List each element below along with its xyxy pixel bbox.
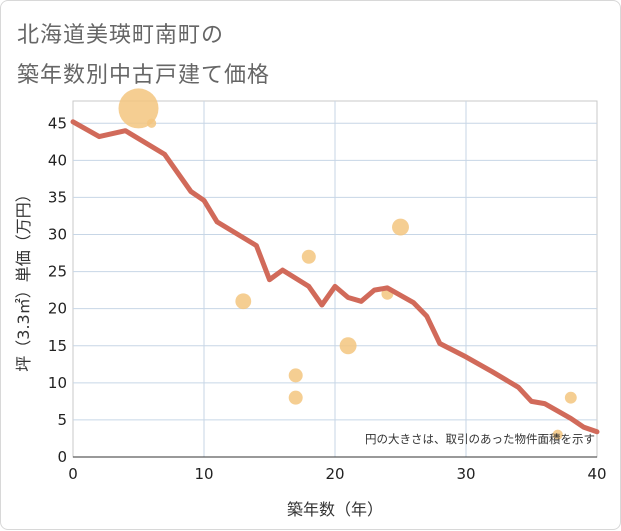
chart-title-line-1: 北海道美瑛町南町の xyxy=(17,23,225,48)
y-tick-label: 15 xyxy=(48,337,67,355)
bubble-point xyxy=(146,118,157,128)
bubble-point xyxy=(288,390,303,405)
x-tick-label: 10 xyxy=(194,465,213,483)
bubble-point xyxy=(235,293,252,310)
y-tick-label: 0 xyxy=(57,448,67,466)
y-tick-label: 35 xyxy=(48,188,67,206)
bubble-point xyxy=(118,88,159,129)
bubble-point xyxy=(339,337,357,355)
bubble-series xyxy=(118,88,577,440)
tick-labels: 0 10 20 30 40 0 5 10 15 20 25 30 35 40 45 xyxy=(48,114,607,483)
bubble-size-note: 円の大きさは、取引のあった物件面積を示す xyxy=(365,432,595,446)
y-tick-label: 10 xyxy=(48,374,67,392)
x-tick-label: 0 xyxy=(68,465,78,483)
bubble-point xyxy=(552,429,563,440)
bubble-point xyxy=(392,218,409,236)
y-tick-label: 5 xyxy=(57,411,67,429)
x-tick-label: 30 xyxy=(456,465,475,483)
bubble-point xyxy=(564,391,577,404)
bubble-point xyxy=(301,249,316,264)
bubble-point xyxy=(288,368,303,383)
y-tick-label: 20 xyxy=(48,300,67,318)
average-price-line xyxy=(70,119,600,435)
chart-title-line-2: 築年数別中古戸建て価格 xyxy=(17,63,271,88)
x-tick-label: 40 xyxy=(587,465,606,483)
grid-lines xyxy=(73,101,597,458)
y-tick-label: 45 xyxy=(48,114,67,132)
y-tick-label: 30 xyxy=(48,226,67,244)
y-axis-label: 坪（3.3㎡）単価（万円） xyxy=(14,186,33,371)
x-axis-label: 築年数（年） xyxy=(287,500,383,519)
x-tick-label: 20 xyxy=(325,465,344,483)
y-tick-label: 40 xyxy=(48,151,67,169)
y-tick-label: 25 xyxy=(48,263,67,281)
